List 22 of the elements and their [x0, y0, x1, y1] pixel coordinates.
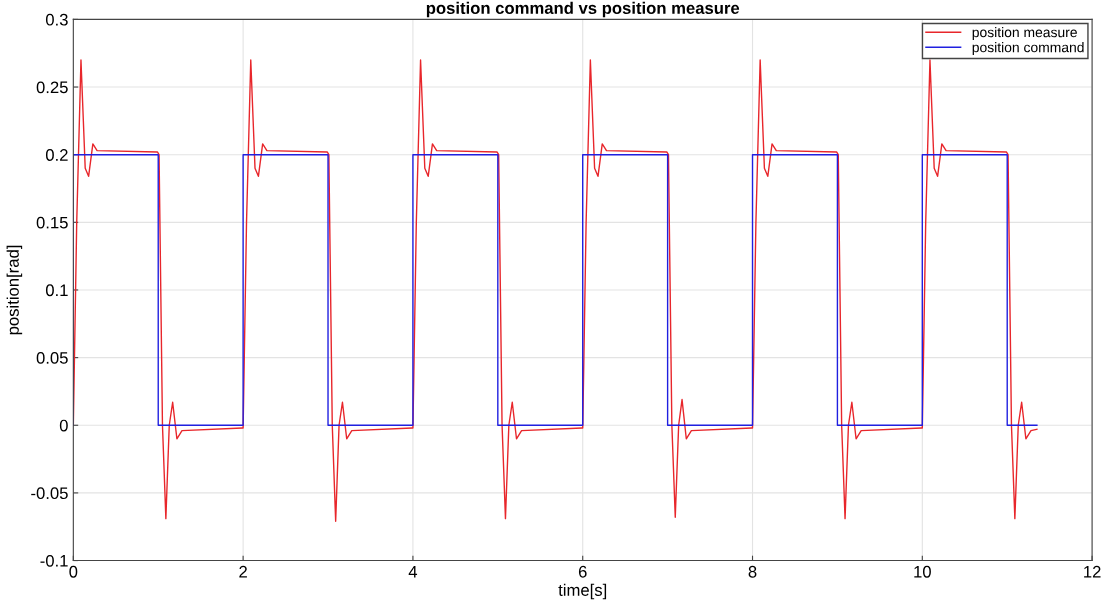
y-tick-label: 0.2 — [45, 149, 68, 161]
y-tick-label: 0.25 — [36, 81, 68, 94]
y-tick-label: 0.15 — [36, 216, 68, 229]
line-series — [73, 59, 1038, 523]
chart-title: position command vs position measure — [426, 1, 740, 18]
x-tick-label: 2 — [239, 565, 247, 578]
x-tick-label: 0 — [69, 565, 78, 578]
legend-label: position measure — [972, 27, 1077, 40]
y-tick-label: 0.3 — [45, 13, 68, 26]
y-tick-label: 0 — [59, 419, 68, 432]
x-tick-label: 8 — [748, 565, 757, 578]
x-axis-title: time[s] — [558, 583, 607, 600]
y-axis-title: position[rad] — [6, 245, 23, 335]
y-tick-label: -0.05 — [31, 487, 68, 500]
x-tick-label: 4 — [408, 566, 418, 578]
x-tick-label: 6 — [578, 565, 587, 578]
y-tick-label: 0.1 — [45, 284, 68, 297]
y-tick-label: 0.05 — [36, 352, 68, 364]
legend-label: position command — [972, 42, 1084, 56]
y-tick-label: -0.1 — [40, 554, 68, 567]
x-tick-label: 12 — [1084, 565, 1101, 578]
x-tick-label: 10 — [914, 565, 931, 578]
